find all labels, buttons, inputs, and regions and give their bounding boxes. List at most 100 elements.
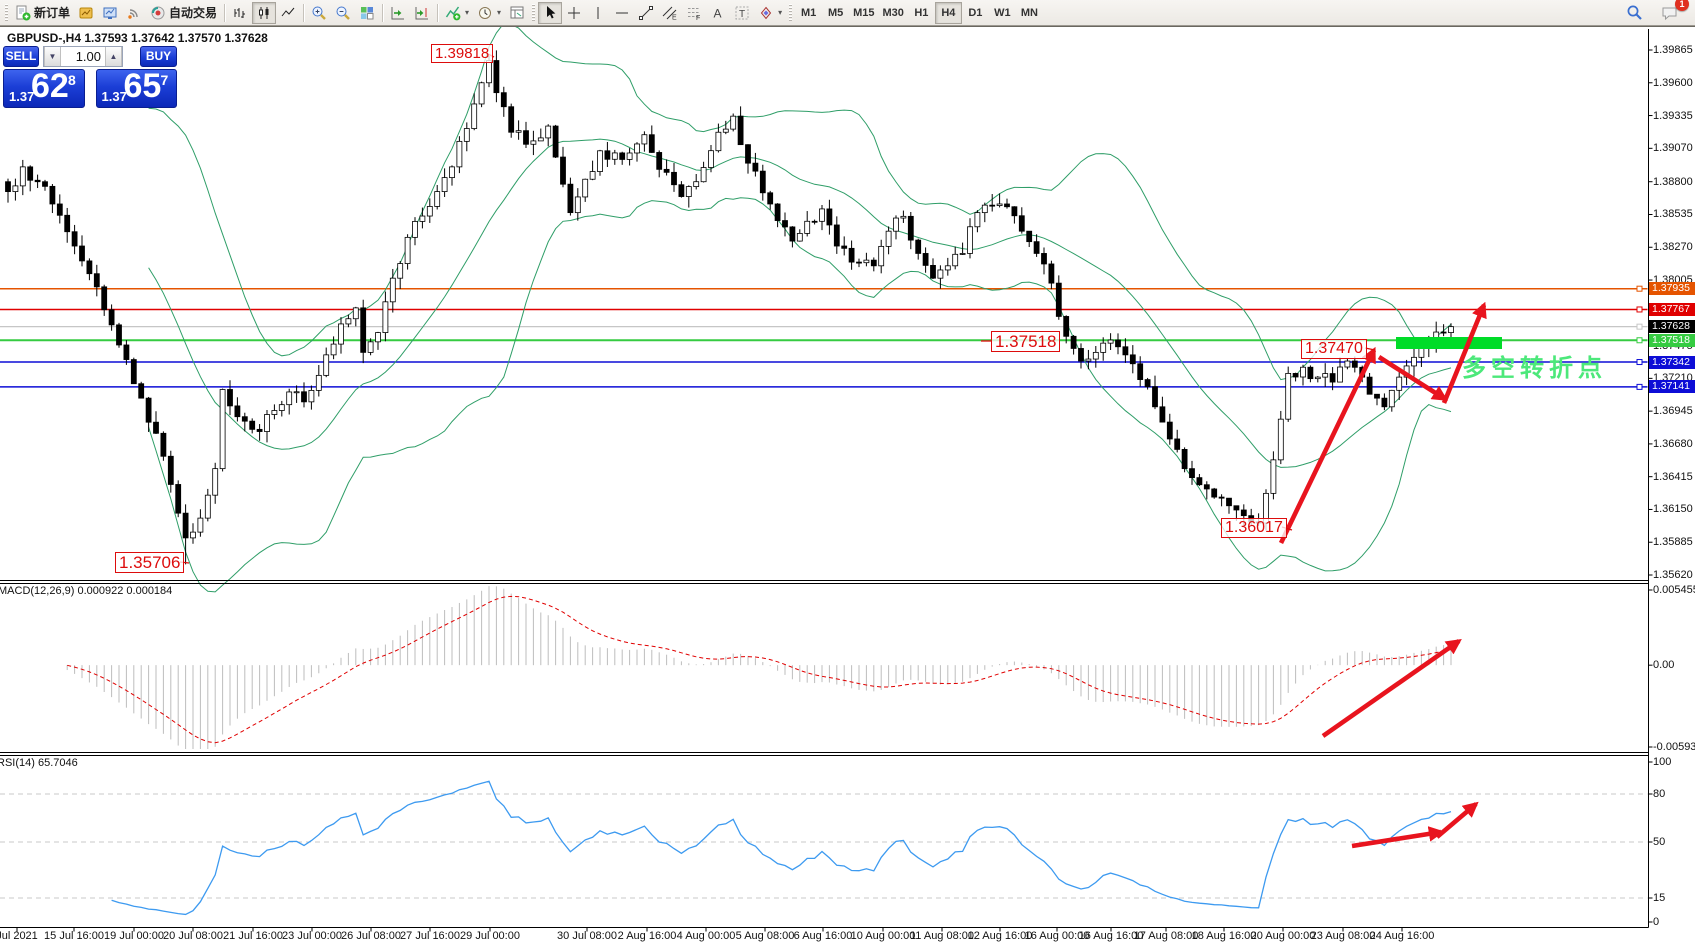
new-order-button[interactable]: 新订单 [11,2,74,24]
rsi-line [111,780,1452,916]
clock-icon [479,6,492,19]
chevron-down-icon: ▾ [497,8,502,17]
toolbar-separator [382,3,384,22]
toolbar-grip[interactable] [4,3,9,22]
toolbar-grip[interactable] [531,3,537,22]
volume-input[interactable]: 1.00 [75,49,101,64]
toolbar: 新订单 自动交易 ▾ ▾ [0,0,1695,26]
signals-button[interactable] [122,2,146,24]
new-order-label: 新订单 [34,6,71,20]
macd-indicator-label: MACD(12,26,9) 0.000922 0.000184 [0,585,173,597]
auto-scroll-button[interactable] [386,2,410,24]
sell-price-display[interactable]: 1.37 62 8 [3,67,85,108]
signals-icon [128,8,138,19]
bollinger-band-line [148,197,1452,593]
line-chart-icon [281,7,295,16]
one-click-trading-panel: SELL ▼ 1.00 ▲ BUY 1.37 62 8 1.37 65 7 [3,46,177,108]
toolbar-grip[interactable] [788,3,794,22]
trend-note-text: 多空转折点 [1462,355,1607,382]
candlestick-chart-button[interactable] [252,1,277,24]
timeframe-h4-button[interactable]: H4 [934,1,962,24]
search-button[interactable] [1622,2,1647,24]
shapes-icon [760,6,772,19]
search-icon [1627,5,1642,20]
notification-badge: 1 [1675,0,1689,11]
vertical-line-button[interactable] [586,2,610,24]
timeframe-mn-button[interactable]: MN [1016,2,1043,24]
toolbar-separator [303,3,305,22]
bar-chart-icon [234,7,246,18]
crosshair-button[interactable] [562,2,586,24]
trend-arrow[interactable] [1441,301,1487,404]
indicators-icon [445,6,461,20]
tile-windows-button[interactable] [355,2,379,24]
trend-arrow[interactable] [1435,801,1479,839]
buy-button[interactable]: BUY [140,46,177,67]
autotrading-button[interactable]: 自动交易 [146,2,221,24]
volume-increase-button[interactable]: ▲ [105,47,122,66]
trend-arrow[interactable] [1377,355,1448,401]
bar-chart-button[interactable] [228,2,252,24]
highlight-zone[interactable] [1396,337,1502,349]
chart-ohlc-title: GBPUSD-,H4 1.37593 1.37642 1.37570 1.376… [7,31,268,45]
auto-scroll-icon [391,6,405,19]
zoom-in-button[interactable] [307,2,331,24]
fibonacci-button[interactable]: F [682,2,706,24]
svg-text:F: F [696,15,700,21]
crosshair-icon [568,6,581,19]
trendline-icon [639,5,654,20]
profiles-icon [103,7,117,19]
zoom-out-button[interactable] [331,2,355,24]
indicators-button[interactable]: ▾ [441,2,473,24]
timeframe-m30-button[interactable]: M30 [878,2,907,24]
text-label-icon: T [735,6,749,20]
timeframe-m1-button[interactable]: M1 [795,2,822,24]
toolbar-separator [437,3,439,22]
cursor-button[interactable] [538,1,563,24]
text-label-button[interactable]: T [730,2,754,24]
periods-button[interactable]: ▾ [473,2,505,24]
text-icon: A [714,6,722,20]
chart-shift-button[interactable] [410,2,434,24]
chart-shift-icon [415,6,429,19]
text-button[interactable]: A [706,2,730,24]
macd-histogram [66,586,1452,749]
cursor-icon [547,5,556,18]
new-order-icon [16,5,31,20]
svg-text:A: A [714,6,722,20]
zoom-out-icon [336,6,350,20]
templates-button[interactable] [505,2,529,24]
trend-arrow[interactable] [1351,826,1445,849]
svg-text:E: E [672,14,677,21]
buy-price-display[interactable]: 1.37 65 7 [95,67,177,108]
chevron-down-icon: ▾ [778,8,783,17]
shapes-button[interactable]: ▾ [754,2,786,24]
sell-button[interactable]: SELL [3,46,39,67]
autotrading-icon [151,6,165,19]
timeframe-d1-button[interactable]: D1 [962,2,989,24]
timeframe-m15-button[interactable]: M15 [849,2,878,24]
notifications-button[interactable]: 1 [1657,0,1689,24]
svg-text:T: T [739,9,745,20]
trendline-button[interactable] [634,2,658,24]
candlesticks [5,50,1454,565]
trend-arrow[interactable] [1278,346,1377,544]
equidistant-channel-button[interactable]: E [658,2,682,24]
timeframe-m5-button[interactable]: M5 [822,2,849,24]
profiles-button[interactable] [98,2,122,24]
rsi-indicator-label: RSI(14) 65.7046 [0,757,78,769]
volume-decrease-button[interactable]: ▼ [44,47,61,66]
trend-arrow[interactable] [1321,639,1462,738]
new-chart-button[interactable] [74,2,98,24]
toolbar-separator [224,3,226,22]
timeframe-w1-button[interactable]: W1 [989,2,1016,24]
horizontal-line-button[interactable] [610,2,634,24]
tile-windows-icon [361,6,374,19]
timeframe-h1-button[interactable]: H1 [908,2,935,24]
line-chart-button[interactable] [276,2,300,24]
autotrading-label: 自动交易 [169,6,218,20]
fibonacci-icon: F [688,7,700,21]
zoom-in-icon [312,6,326,20]
macd-signal-line [67,595,1452,744]
